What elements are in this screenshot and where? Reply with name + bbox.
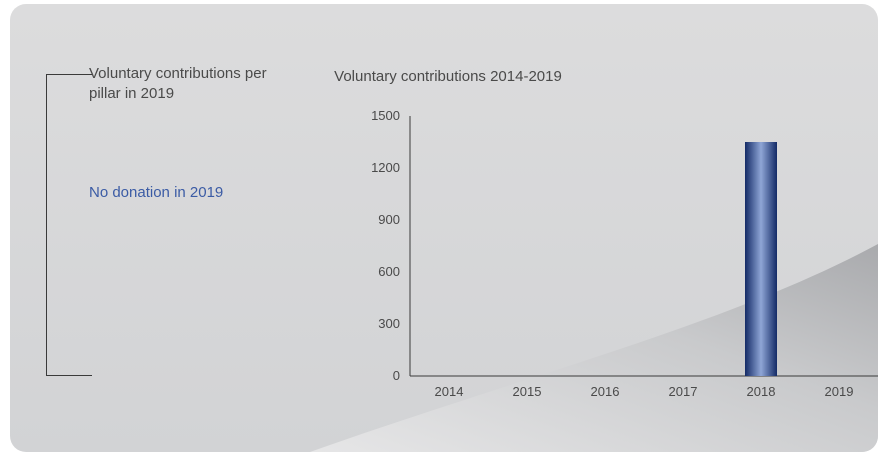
bar: [745, 142, 777, 376]
y-tick-label: 1200: [371, 160, 400, 175]
y-tick-label: 900: [378, 212, 400, 227]
bar-chart: 0 300 600 900 1200 1500 2014 2015 2016 2017 2018 20…: [371, 108, 878, 399]
y-tick-label: 1500: [371, 108, 400, 123]
panel-background-swoosh: [310, 244, 878, 452]
pillar-bracket: [46, 74, 92, 376]
x-tick-label: 2015: [513, 384, 542, 399]
pillar-chart-title: Voluntary contributions per pillar in 20…: [89, 65, 267, 102]
x-tick-label: 2018: [747, 384, 776, 399]
chart-title: Voluntary contributions 2014-2019: [334, 68, 562, 85]
x-tick-label: 2019: [825, 384, 854, 399]
no-donation-note: No donation in 2019: [89, 184, 224, 201]
y-tick-label: 300: [378, 316, 400, 331]
y-tick-label: 0: [393, 368, 400, 383]
chart-panel: Voluntary contributions per pillar in 20…: [10, 4, 878, 452]
y-tick-label: 600: [378, 264, 400, 279]
x-tick-label: 2014: [435, 384, 464, 399]
x-tick-label: 2017: [669, 384, 698, 399]
x-tick-label: 2016: [591, 384, 620, 399]
